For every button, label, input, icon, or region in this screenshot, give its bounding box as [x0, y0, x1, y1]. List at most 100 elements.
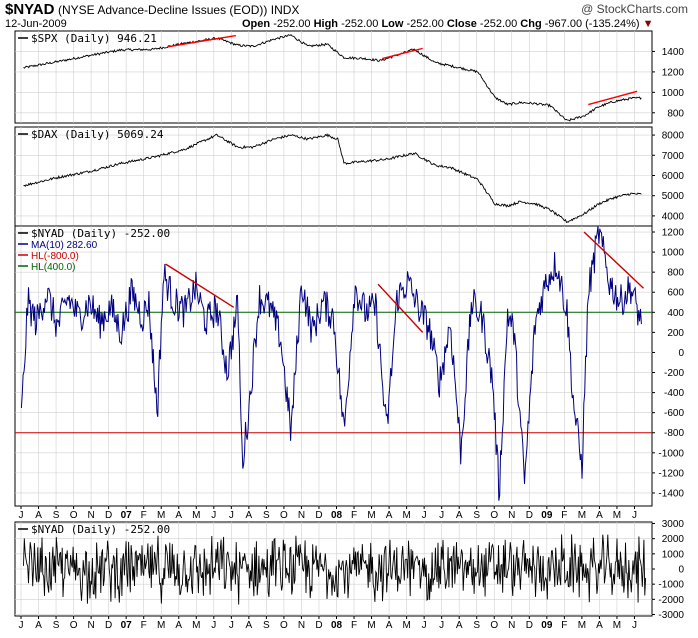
panel-nyad: -1400 -1200 -1000 -800 -600 -400 -200 0 200 400 60…	[14, 225, 685, 507]
x-tick-label: J	[632, 620, 637, 631]
x-tick-label: D	[315, 510, 322, 521]
x-tick-label: J	[211, 620, 216, 631]
y-tick-label: 400	[667, 308, 684, 319]
trendline	[165, 263, 235, 308]
y-tick-label: 800	[667, 108, 684, 119]
y-tick-label: 0	[678, 348, 684, 359]
chg-value: -967.00 (-135.24%)	[544, 18, 640, 30]
x-tick-label: A	[596, 510, 603, 521]
y-tick-label: 5000	[662, 191, 685, 202]
panel-dax: 4000 5000 6000 7000 8000 $DAX (Daily) 5069.24	[14, 126, 685, 227]
y-tick-label: -1200	[658, 468, 684, 479]
x-tick-label: J	[19, 620, 24, 631]
trendline	[583, 231, 644, 289]
x-tick-label: A	[175, 510, 182, 521]
x-tick-label: J	[229, 510, 234, 521]
trendline	[167, 34, 236, 48]
x-tick-label: O	[70, 620, 78, 631]
y-tick-label: 3000	[662, 519, 685, 530]
x-tick-label: A	[246, 510, 253, 521]
y-tick-label: -600	[664, 408, 684, 419]
x-tick-label: M	[402, 510, 410, 521]
x-tick-label: A	[386, 620, 393, 631]
x-tick-label: M	[367, 510, 375, 521]
x-tick-label: 07	[121, 510, 133, 521]
x-tick-label: M	[578, 620, 586, 631]
y-tick-label: -1000	[658, 448, 684, 459]
y-tick-label: 1000	[662, 248, 685, 259]
x-tick-label: M	[578, 510, 586, 521]
chart-symbol: $NYAD	[5, 1, 55, 18]
low-label: Low	[381, 18, 404, 30]
y-tick-label: 2000	[662, 534, 685, 545]
y-tick-label: 1000	[662, 549, 685, 560]
x-tick-label: N	[87, 620, 94, 631]
x-tick-label: J	[632, 510, 637, 521]
x-axis-1: J A S O N D 07 F M A M J J A S O N D 08 F M A M J J A S O N D 09 F M A M J	[19, 616, 637, 631]
panel-frame	[14, 126, 653, 227]
x-tick-label: S	[473, 510, 480, 521]
y-tick-label: -200	[664, 368, 684, 379]
x-tick-label: N	[298, 620, 305, 631]
x-tick-label: D	[105, 620, 112, 631]
close-value: -252.00	[479, 18, 518, 30]
x-tick-label: M	[157, 510, 165, 521]
panel-frame	[14, 225, 653, 507]
x-tick-label: D	[105, 510, 112, 521]
x-tick-label: J	[229, 620, 234, 631]
open-value: -252.00	[273, 18, 311, 30]
x-tick-label: M	[157, 620, 165, 631]
x-tick-label: J	[439, 620, 444, 631]
legend-label: $DAX (Daily) 5069.24	[31, 128, 164, 141]
open-label: Open	[242, 18, 271, 30]
x-tick-label: M	[367, 620, 375, 631]
x-tick-label: A	[35, 510, 42, 521]
x-tick-label: F	[351, 510, 357, 521]
x-tick-label: J	[422, 510, 427, 521]
series-line	[20, 225, 642, 501]
x-axis-0: J A S O N D 07 F M A M J J A S O N D 08 F M A M J J A S O N D 09 F M A M J	[19, 506, 637, 521]
x-tick-label: M	[613, 510, 621, 521]
x-tick-label: N	[298, 510, 305, 521]
x-tick-label: O	[490, 510, 498, 521]
chg-label: Chg	[520, 18, 542, 30]
trendline	[382, 47, 423, 60]
y-tick-label: 4000	[662, 211, 685, 222]
x-tick-label: 07	[121, 620, 133, 631]
legend-label: $SPX (Daily) 946.21	[31, 32, 157, 45]
legend-label: $NYAD (Daily) -252.00	[31, 523, 170, 536]
legend-hline-label: HL(-800.0)	[31, 251, 79, 262]
x-tick-label: F	[141, 510, 147, 521]
close-label: Close	[446, 18, 477, 30]
y-tick-label: -2000	[658, 595, 684, 606]
x-tick-label: S	[263, 510, 270, 521]
high-value: -252.00	[341, 18, 379, 30]
x-tick-label: S	[53, 620, 60, 631]
x-tick-label: A	[246, 620, 253, 631]
y-tick-label: 1400	[662, 47, 685, 58]
panel-spx: 800 1000 1200 1400 $SPX (Daily) 946.21	[14, 30, 685, 124]
x-tick-label: F	[351, 620, 357, 631]
trendline	[588, 90, 638, 106]
x-tick-label: A	[596, 620, 603, 631]
x-tick-label: 09	[541, 620, 553, 631]
x-tick-label: S	[263, 620, 270, 631]
x-tick-label: A	[456, 620, 463, 631]
x-tick-label: F	[561, 510, 567, 521]
y-tick-label: 6000	[662, 171, 685, 182]
x-tick-label: M	[402, 620, 410, 631]
quote-date: 12-Jun-2009	[5, 18, 67, 30]
panel-frame	[14, 30, 653, 124]
x-tick-label: O	[70, 510, 78, 521]
y-tick-label: 600	[667, 288, 684, 299]
y-tick-label: -800	[664, 428, 684, 439]
y-tick-label: 200	[667, 328, 684, 339]
y-tick-label: 800	[667, 268, 684, 279]
x-tick-label: D	[526, 620, 533, 631]
x-tick-label: A	[386, 510, 393, 521]
chart-title: (NYSE Advance-Decline Issues (EOD)) INDX	[58, 3, 300, 17]
series-line	[23, 534, 647, 605]
y-tick-label: 1000	[662, 88, 685, 99]
x-tick-label: 09	[541, 510, 553, 521]
